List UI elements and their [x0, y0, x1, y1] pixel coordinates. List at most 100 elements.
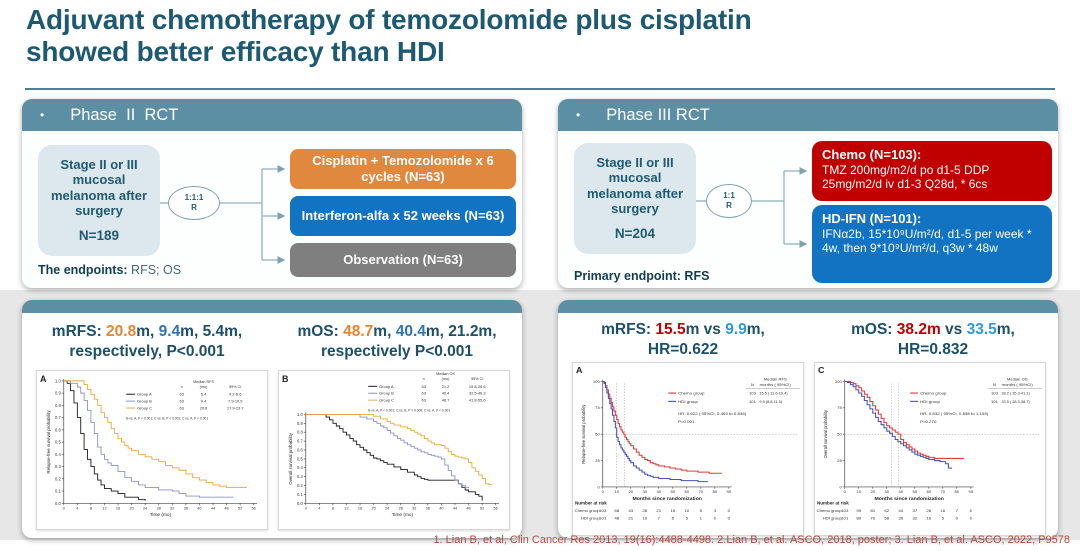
svg-text:90: 90 [969, 489, 974, 494]
svg-text:Chemo group: Chemo group [817, 508, 843, 513]
svg-text:63: 63 [422, 391, 427, 396]
svg-text:Time (mo): Time (mo) [392, 512, 414, 518]
svg-text:0.0: 0.0 [55, 501, 61, 506]
phase2-randomization-node: 1:1:1 R [168, 186, 220, 220]
svg-text:101: 101 [749, 399, 757, 404]
svg-text:30: 30 [884, 489, 889, 494]
arm-cisplatin-temozolomide: Cisplatin + Temozolomide x 6 cycles (N=6… [290, 149, 516, 189]
svg-text:n: n [423, 377, 425, 381]
svg-text:B vs. A, P < 0.001; C vs. B, P: B vs. A, P < 0.001; C vs. B, P < 0.001; … [126, 416, 208, 420]
phase2-panel: • Phase II RCT Stage II or III mucosal me… [22, 99, 522, 288]
svg-text:30: 30 [642, 489, 647, 494]
svg-text:40: 40 [656, 489, 661, 494]
svg-text:26: 26 [926, 508, 932, 513]
svg-text:months ( 95%CI): months ( 95%CI) [1002, 382, 1034, 387]
svg-text:5: 5 [686, 515, 689, 520]
result-phase3-mos-hr: HR=0.832 [897, 341, 969, 359]
phase3-population-text: Stage II or III mucosal melanoma after s… [586, 155, 684, 216]
svg-text:95% CI: 95% CI [229, 385, 241, 389]
svg-text:63: 63 [180, 399, 185, 404]
svg-text:95% CI: 95% CI [471, 377, 483, 381]
svg-text:52: 52 [238, 507, 242, 511]
svg-text:0.9: 0.9 [55, 391, 61, 396]
svg-text:0: 0 [839, 484, 842, 489]
svg-text:4.2-6.6: 4.2-6.6 [229, 392, 242, 397]
svg-text:41.8-55.6: 41.8-55.6 [469, 398, 486, 403]
km-plot-phase2-rfs: 0 4 8 12 16 20 24 28 32 36 40 44 48 52 560.00.10.20.30… [40, 374, 258, 518]
svg-text:12: 12 [344, 507, 348, 511]
svg-text:Median RFS: Median RFS [764, 377, 787, 382]
svg-text:21.2: 21.2 [442, 384, 450, 389]
svg-text:44: 44 [898, 508, 904, 513]
svg-text:101: 101 [841, 515, 849, 520]
svg-text:Overall survival probability: Overall survival probability [823, 409, 828, 458]
svg-text:32: 32 [170, 507, 174, 511]
svg-text:P=0.270: P=0.270 [920, 419, 937, 424]
svg-text:(mo): (mo) [200, 385, 208, 389]
arm-chemo: Chemo (N=103): TMZ 200mg/m2/d po d1-5 DD… [812, 141, 1052, 201]
svg-text:0: 0 [956, 515, 959, 520]
phase3-endpoint: Primary endpoint: RFS [574, 269, 710, 283]
svg-text:0.6: 0.6 [297, 447, 303, 452]
svg-text:0.1: 0.1 [55, 489, 61, 494]
svg-text:Group A: Group A [379, 384, 394, 389]
title-line2: showed better efficacy than HDI [26, 36, 445, 68]
svg-text:7: 7 [956, 508, 959, 513]
phase3-ratio: 1:1 [723, 191, 735, 200]
svg-text:103: 103 [599, 508, 607, 513]
svg-text:75: 75 [837, 405, 842, 410]
km-plot-phase2-os: 0 4 8 12 16 20 24 28 32 36 40 44 48 52 560.00.10.20.30… [282, 372, 500, 518]
phase3-randomization-node: 1:1 R [706, 184, 752, 218]
svg-text:63: 63 [180, 406, 185, 411]
svg-text:HR, 0.622 ( 95%CI, 0.463 to 0.: HR, 0.622 ( 95%CI, 0.463 to 0.836) [678, 411, 747, 416]
svg-text:5: 5 [942, 515, 945, 520]
svg-text:103: 103 [841, 508, 849, 513]
svg-text:12: 12 [102, 507, 106, 511]
result-phase2-mrfs: mRFS: 20.8m, 9.4m, 5.4m, respectively, P… [22, 322, 272, 362]
svg-text:0.3: 0.3 [55, 464, 61, 469]
svg-text:63: 63 [180, 392, 185, 397]
svg-text:Chemo group: Chemo group [678, 391, 705, 396]
svg-text:0.4: 0.4 [297, 465, 303, 470]
title-divider [25, 88, 1055, 90]
svg-text:16: 16 [926, 515, 932, 520]
svg-text:101: 101 [991, 399, 999, 404]
svg-text:32: 32 [912, 515, 918, 520]
svg-text:1.0: 1.0 [55, 378, 61, 383]
phase3-header-label: Phase III RCT [606, 105, 710, 124]
svg-text:A: A [40, 374, 47, 384]
svg-text:17.9-23.7: 17.9-23.7 [227, 406, 244, 411]
arm-interferon-alfa: Interferon-alfa x 52 weeks (N=63) [290, 196, 516, 236]
svg-text:Months since randomization: Months since randomization [632, 496, 701, 502]
svg-text:89: 89 [856, 515, 862, 520]
svg-text:0.6: 0.6 [55, 427, 61, 432]
svg-text:10: 10 [856, 489, 861, 494]
svg-text:16: 16 [940, 508, 946, 513]
svg-text:8: 8 [90, 507, 92, 511]
svg-text:99: 99 [856, 508, 862, 513]
svg-text:0: 0 [970, 515, 973, 520]
svg-text:60: 60 [926, 489, 931, 494]
phase3-population-box: Stage II or III mucosal melanoma after s… [574, 143, 696, 255]
arm-observation: Observation (N=63) [290, 243, 516, 277]
svg-text:20: 20 [129, 507, 133, 511]
citation: 1. Lian B, et al, Clin Cancer Res 2013, … [433, 534, 1070, 546]
svg-text:39: 39 [898, 515, 904, 520]
svg-text:0.7: 0.7 [297, 439, 303, 444]
svg-text:N: N [751, 382, 754, 387]
svg-text:HDI group: HDI group [581, 515, 601, 520]
phase2-endpoints: The endpoints: RFS; OS [38, 263, 181, 277]
phase2-flow-connectors [160, 165, 286, 264]
arm-hdifn: HD-IFN (N=101): IFNα2b, 15*10⁹U/m²/d, d1… [812, 205, 1052, 283]
svg-text:0: 0 [305, 507, 307, 511]
result-phase2-mrfs-values: mRFS: 20.8m, 9.4m, 5.4m, [51, 323, 243, 340]
svg-text:58: 58 [884, 515, 890, 520]
svg-text:5: 5 [700, 508, 703, 513]
svg-text:48: 48 [466, 507, 470, 511]
svg-text:37: 37 [912, 508, 918, 513]
svg-text:40.4: 40.4 [442, 391, 450, 396]
svg-text:(mo): (mo) [442, 377, 450, 381]
svg-text:70: 70 [940, 489, 945, 494]
svg-text:40: 40 [439, 507, 443, 511]
